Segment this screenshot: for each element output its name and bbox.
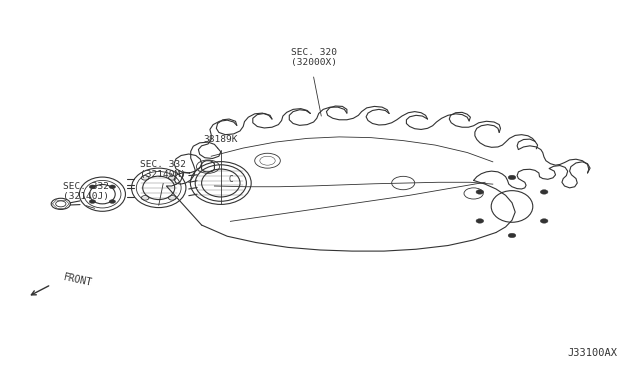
Text: C: C (228, 175, 233, 184)
Circle shape (508, 175, 516, 180)
Circle shape (109, 200, 116, 203)
Text: SEC. 320
(32000X): SEC. 320 (32000X) (291, 48, 337, 67)
Text: 38189K: 38189K (204, 135, 238, 144)
Text: SEC. 332
(32140J): SEC. 332 (32140J) (63, 182, 109, 201)
Circle shape (476, 219, 484, 223)
Text: J33100AX: J33100AX (568, 348, 618, 357)
Text: FRONT: FRONT (62, 273, 93, 288)
Circle shape (540, 219, 548, 223)
Circle shape (540, 190, 548, 194)
Circle shape (476, 190, 484, 194)
Circle shape (508, 233, 516, 238)
Circle shape (109, 185, 116, 189)
Circle shape (89, 185, 95, 189)
Text: SEC. 332
(32140M): SEC. 332 (32140M) (140, 160, 186, 179)
Circle shape (89, 200, 95, 203)
